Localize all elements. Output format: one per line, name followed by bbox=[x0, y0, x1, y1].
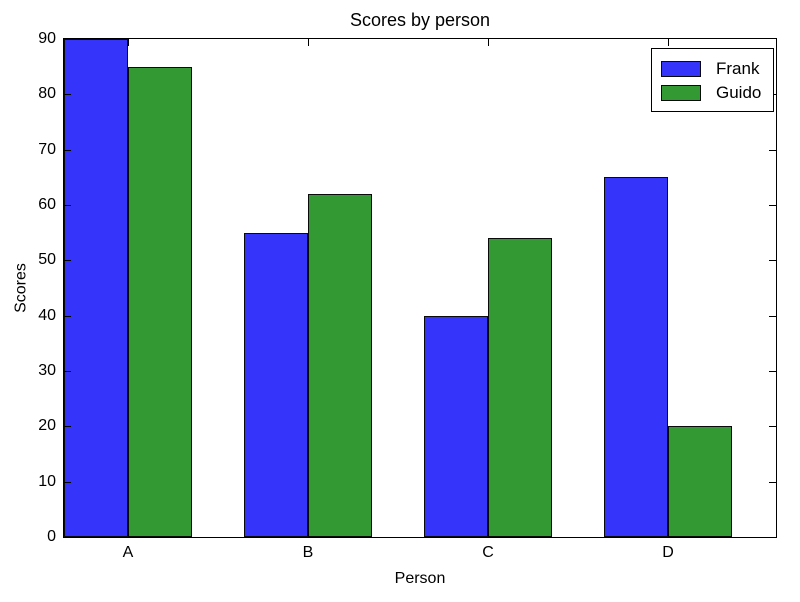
y-tick-mark bbox=[64, 94, 71, 95]
y-tick-mark bbox=[769, 260, 776, 261]
bar-frank-b bbox=[244, 233, 308, 537]
x-tick-mark bbox=[668, 530, 669, 537]
x-tick-mark bbox=[488, 39, 489, 46]
bar-frank-a bbox=[64, 39, 128, 537]
y-tick-label: 90 bbox=[38, 30, 56, 47]
y-tick-mark bbox=[64, 426, 71, 427]
x-tick-label: C bbox=[482, 544, 494, 561]
bar-guido-b bbox=[308, 194, 372, 537]
x-tick-mark bbox=[308, 39, 309, 46]
y-tick-label: 10 bbox=[38, 473, 56, 490]
y-tick-mark bbox=[769, 205, 776, 206]
x-axis-label: Person bbox=[394, 570, 446, 587]
x-tick-label: A bbox=[122, 544, 134, 561]
y-tick-mark bbox=[769, 482, 776, 483]
frank-swatch-icon bbox=[661, 61, 701, 77]
y-tick-mark bbox=[769, 316, 776, 317]
y-tick-mark bbox=[64, 371, 71, 372]
x-tick-mark bbox=[308, 530, 309, 537]
bar-guido-c bbox=[488, 238, 552, 537]
y-tick-mark bbox=[769, 426, 776, 427]
x-tick-label: B bbox=[302, 544, 314, 561]
bar-frank-c bbox=[424, 316, 488, 537]
legend-entry-guido: Guido bbox=[661, 81, 764, 105]
x-tick-mark bbox=[128, 530, 129, 537]
bar-frank-d bbox=[604, 177, 668, 537]
y-tick-label: 40 bbox=[38, 307, 56, 324]
chart-title: Scores by person bbox=[349, 10, 491, 30]
legend-entry-frank: Frank bbox=[661, 57, 764, 81]
y-tick-label: 30 bbox=[38, 362, 56, 379]
y-tick-mark bbox=[64, 205, 71, 206]
x-tick-mark bbox=[128, 39, 129, 46]
legend-label-guido: Guido bbox=[716, 83, 762, 102]
x-tick-mark bbox=[488, 530, 489, 537]
plot-area bbox=[63, 38, 777, 538]
bar-guido-a bbox=[128, 67, 192, 537]
y-tick-mark bbox=[64, 482, 71, 483]
y-axis-label: Scores bbox=[12, 263, 30, 313]
bar-guido-d bbox=[668, 426, 732, 537]
x-tick-label: D bbox=[662, 544, 674, 561]
y-tick-mark bbox=[64, 150, 71, 151]
guido-swatch-icon bbox=[661, 85, 701, 101]
y-tick-mark bbox=[64, 260, 71, 261]
y-tick-label: 70 bbox=[38, 141, 56, 158]
y-tick-label: 60 bbox=[38, 196, 56, 213]
y-tick-mark bbox=[64, 316, 71, 317]
y-tick-label: 80 bbox=[38, 85, 56, 102]
y-tick-mark bbox=[769, 150, 776, 151]
legend: Frank Guido bbox=[651, 48, 774, 112]
legend-label-frank: Frank bbox=[716, 59, 760, 78]
y-tick-label: 20 bbox=[38, 417, 56, 434]
y-tick-label: 50 bbox=[38, 251, 56, 268]
y-tick-label: 0 bbox=[47, 528, 56, 545]
y-tick-mark bbox=[769, 371, 776, 372]
x-tick-mark bbox=[668, 39, 669, 46]
